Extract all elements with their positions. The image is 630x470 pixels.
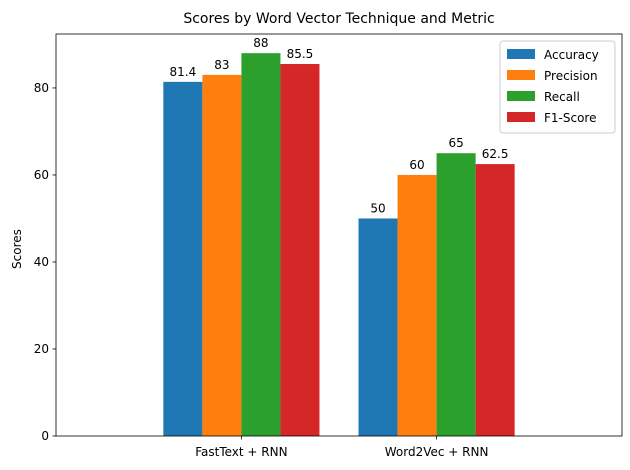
y-tick-label: 20 [34,342,49,356]
data-label-precision: 83 [214,58,229,72]
bar-precision [397,174,437,436]
data-label-f1-score: 85.5 [287,47,314,61]
data-label-accuracy: 50 [370,201,385,215]
x-axis: FastText + RNN Word2Vec + RNN [195,436,488,459]
data-labels-layer: 81.4 50 83 60 88 65 85.5 62.5 [170,36,509,215]
data-label-accuracy: 81.4 [170,65,197,79]
legend-swatch-accuracy [507,49,535,59]
legend-box [499,40,616,134]
y-tick-label: 60 [34,168,49,182]
x-tick-label: FastText + RNN [195,445,287,459]
y-tick-label: 80 [34,81,49,95]
legend: Accuracy Precision Recall F1-Score [499,40,616,134]
legend-swatch-recall [507,91,535,101]
data-label-f1-score: 62.5 [482,147,509,161]
data-label-precision: 60 [409,158,424,172]
x-tick-label: Word2Vec + RNN [385,445,489,459]
bars-layer [163,53,515,437]
data-label-recall: 88 [253,36,268,50]
chart-title: Scores by Word Vector Technique and Metr… [183,11,494,27]
y-tick-label: 0 [41,429,49,443]
plot-frame [55,33,623,437]
legend-label-recall: Recall [544,90,580,104]
bar-recall [241,53,281,437]
legend-label-f1-score: F1-Score [544,111,596,125]
y-axis-label: Scores [10,229,24,269]
bar-precision [202,74,242,436]
legend-label-precision: Precision [544,69,598,83]
legend-swatch-precision [507,70,535,80]
bar-accuracy [358,218,398,436]
legend-swatch-f1-score [507,112,535,122]
legend-label-accuracy: Accuracy [544,48,599,62]
bar-f1-score [280,64,320,437]
y-axis: 0 20 40 60 80 [34,81,56,443]
y-tick-label: 40 [34,255,49,269]
bar-recall [436,153,476,436]
bar-accuracy [163,81,203,436]
data-label-recall: 65 [448,136,463,150]
bar-f1-score [475,164,515,436]
